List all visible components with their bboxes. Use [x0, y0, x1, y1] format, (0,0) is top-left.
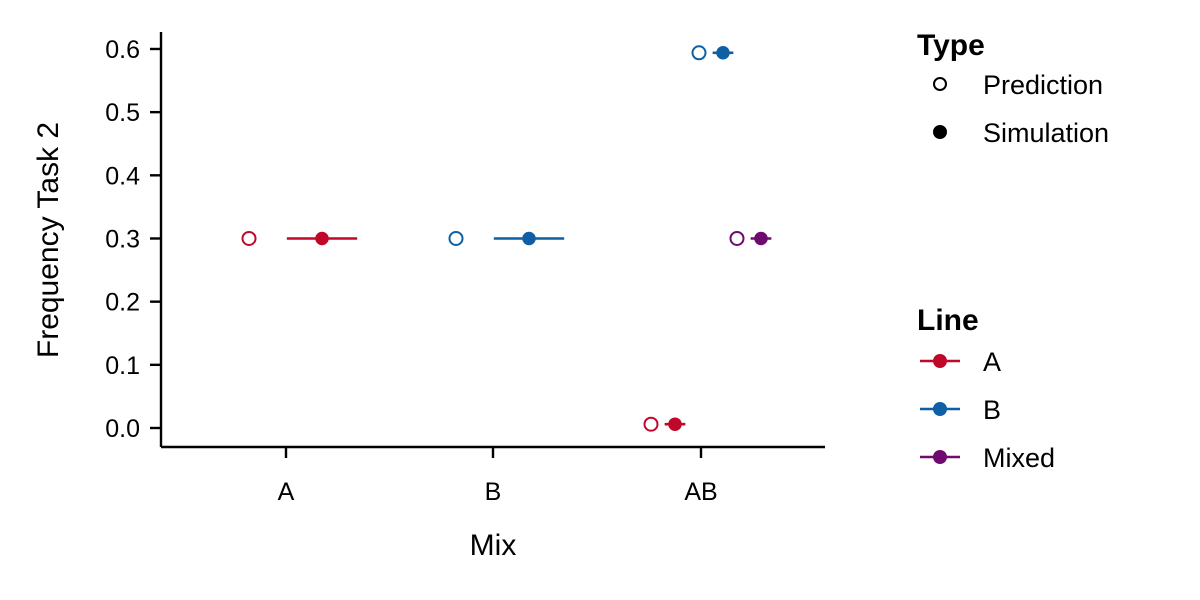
legend-point-key [933, 354, 947, 368]
legend-type-item: Prediction [933, 70, 1103, 100]
y-tick-label: 0.1 [105, 352, 140, 380]
y-axis-title: Frequency Task 2 [32, 122, 65, 358]
prediction-point [643, 416, 659, 432]
simulation-point [754, 231, 768, 246]
open-circle-icon [933, 77, 947, 91]
data-marks [241, 45, 772, 432]
prediction-point [729, 230, 745, 246]
legend-point-key [933, 450, 947, 464]
legend-type-item: Simulation [933, 118, 1109, 148]
y-tick-label: 0.5 [105, 99, 140, 127]
legend-type: Type Prediction Simulation [917, 29, 1109, 148]
simulation-point [668, 417, 682, 431]
legend-line: Line A B Mixed [917, 304, 1055, 473]
simulation-point [522, 231, 536, 246]
prediction-point [691, 45, 707, 61]
y-tick-label: 0.0 [105, 415, 140, 443]
x-tick-label: B [485, 478, 502, 506]
legend-line-label: Mixed [983, 443, 1055, 473]
y-tick-label: 0.3 [105, 225, 140, 253]
y-tick-label: 0.4 [105, 162, 140, 190]
legend-line-label: B [983, 395, 1001, 425]
legend-type-title: Type [917, 29, 985, 62]
legend-point-key [933, 402, 947, 416]
x-tick-label: A [278, 478, 295, 506]
filled-circle-icon [933, 125, 947, 139]
legend-line-title: Line [917, 304, 979, 337]
axes [159, 32, 825, 449]
legend-line-item: Mixed [920, 443, 1055, 473]
legend-line-item: A [920, 347, 1001, 377]
prediction-point [448, 230, 464, 246]
legend-line-label: A [983, 347, 1001, 377]
x-ticks: A B AB [278, 447, 718, 506]
x-axis-title: Mix [470, 529, 517, 562]
x-tick-label: AB [684, 478, 717, 506]
y-tick-label: 0.6 [105, 36, 140, 64]
legend-type-label: Prediction [983, 70, 1103, 100]
legend-type-label: Simulation [983, 118, 1109, 148]
y-tick-label: 0.2 [105, 289, 140, 317]
y-ticks: 0.0 0.1 0.2 0.3 0.4 0.5 0.6 [105, 36, 161, 443]
simulation-point [716, 46, 730, 60]
simulation-point [315, 231, 329, 246]
prediction-point [241, 230, 257, 246]
legend-line-item: B [920, 395, 1001, 425]
